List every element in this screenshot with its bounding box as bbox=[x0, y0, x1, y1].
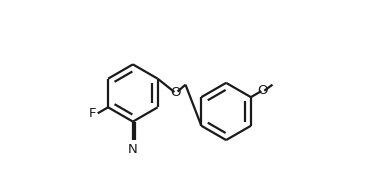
Text: N: N bbox=[128, 143, 138, 156]
Text: O: O bbox=[170, 86, 181, 99]
Text: F: F bbox=[89, 107, 96, 120]
Text: O: O bbox=[257, 84, 267, 97]
